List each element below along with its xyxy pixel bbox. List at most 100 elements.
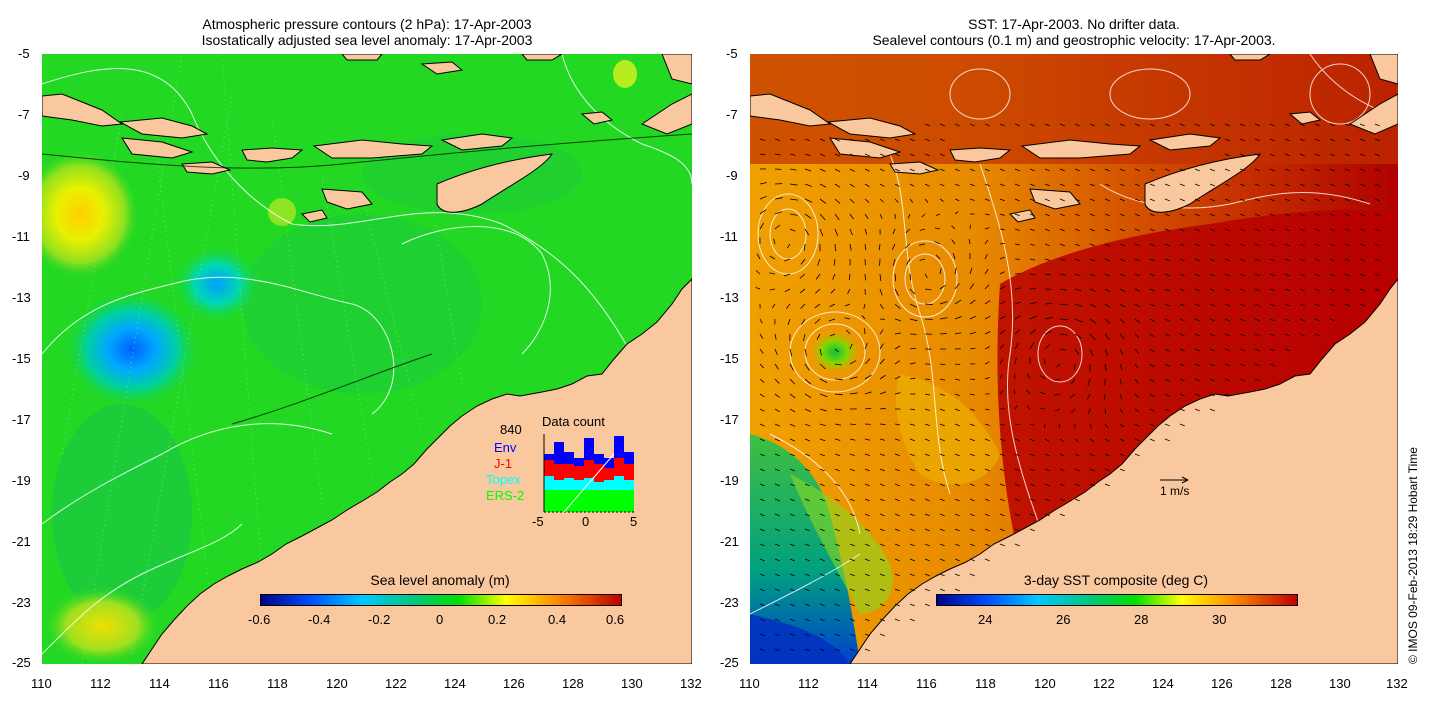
velocity-arrow	[774, 543, 780, 547]
velocity-arrow	[969, 558, 975, 562]
velocity-arrow	[879, 213, 883, 219]
velocity-arrow	[1104, 123, 1110, 127]
velocity-arrow	[1014, 357, 1017, 365]
velocity-arrow	[879, 407, 886, 410]
velocity-arrow	[1164, 318, 1170, 322]
velocity-arrow	[1329, 258, 1335, 262]
velocity-arrow	[759, 195, 767, 200]
velocity-arrow	[1239, 123, 1245, 127]
velocity-arrow	[894, 573, 900, 577]
velocity-arrow	[834, 438, 841, 441]
velocity-arrow	[1044, 498, 1050, 502]
velocity-arrow	[1254, 303, 1260, 307]
velocity-arrow	[909, 468, 915, 472]
velocity-arrow	[819, 198, 827, 204]
velocity-arrow	[829, 303, 836, 308]
velocity-arrow	[894, 198, 899, 203]
velocity-arrow	[909, 573, 915, 577]
data-count-bars: -5 0 5	[532, 434, 637, 529]
velocity-arrow	[1070, 378, 1076, 385]
velocity-arrow	[1014, 123, 1020, 127]
velocity-arrow	[1224, 258, 1230, 262]
velocity-arrow	[1209, 333, 1215, 337]
velocity-arrow	[909, 528, 915, 532]
velocity-arrow	[969, 315, 976, 320]
velocity-arrow	[804, 543, 810, 547]
y-tick: -13	[12, 290, 31, 305]
velocity-arrow	[819, 633, 825, 637]
velocity-arrow	[834, 543, 840, 547]
velocity-arrow	[789, 228, 796, 232]
velocity-arrow	[1044, 183, 1050, 187]
velocity-arrow	[1269, 288, 1275, 292]
x-tick: 120	[1034, 676, 1056, 691]
velocity-arrow	[834, 498, 840, 502]
velocity-arrow	[954, 198, 960, 202]
velocity-arrow	[1074, 318, 1083, 323]
velocity-arrow	[759, 318, 763, 324]
sst-land	[750, 54, 1398, 664]
velocity-arrow	[1209, 363, 1215, 367]
velocity-arrow	[1089, 288, 1096, 292]
velocity-arrow	[1299, 273, 1305, 277]
velocity-arrow	[969, 423, 975, 427]
velocity-arrow	[1074, 333, 1082, 339]
velocity-arrow	[759, 348, 764, 354]
velocity-arrow	[999, 498, 1005, 502]
velocity-arrow	[909, 347, 917, 350]
y-tick: -17	[12, 412, 31, 427]
velocity-arrow	[1044, 317, 1053, 320]
velocity-arrow	[984, 254, 988, 260]
velocity-arrow	[1374, 288, 1380, 292]
velocity-arrow	[984, 453, 990, 457]
velocity-arrow	[1269, 168, 1275, 172]
velocity-arrow	[789, 648, 795, 652]
velocity-arrow	[1149, 228, 1155, 232]
velocity-arrow	[1149, 198, 1155, 202]
legend-env: Env	[494, 440, 517, 455]
velocity-arrow	[878, 243, 881, 251]
velocity-arrow	[1284, 258, 1290, 262]
velocity-arrow	[774, 453, 780, 457]
velocity-arrow	[969, 378, 976, 380]
velocity-arrow	[939, 528, 945, 532]
velocity-arrow	[894, 483, 900, 487]
velocity-arrow	[1059, 288, 1067, 291]
velocity-arrow	[1239, 303, 1245, 307]
velocity-arrow	[909, 168, 915, 172]
velocity-arrow	[984, 269, 989, 275]
velocity-arrow	[1239, 168, 1245, 172]
velocity-arrow	[849, 483, 855, 487]
velocity-arrow	[935, 213, 941, 216]
velocity-arrow	[834, 348, 839, 353]
sst-cbar-tick: 24	[978, 612, 993, 627]
velocity-arrow	[879, 423, 886, 425]
velocity-arrow	[847, 288, 851, 295]
velocity-arrow	[759, 603, 765, 607]
velocity-arrow	[849, 183, 855, 188]
velocity-arrow	[1104, 348, 1109, 356]
velocity-arrow	[1314, 333, 1320, 337]
velocity-arrow	[774, 211, 783, 215]
velocity-arrow	[769, 288, 776, 291]
velocity-arrow	[1087, 408, 1091, 415]
velocity-arrow	[1014, 243, 1020, 246]
velocity-arrow	[1149, 333, 1155, 338]
velocity-arrow	[1179, 378, 1185, 382]
velocity-arrow	[1209, 213, 1215, 217]
velocity-arrow	[864, 528, 870, 532]
velocity-arrow	[834, 228, 839, 236]
velocity-arrow	[1014, 483, 1020, 487]
velocity-arrow	[939, 468, 945, 472]
velocity-arrow	[1194, 348, 1200, 352]
velocity-arrow	[909, 438, 915, 442]
velocity-arrow	[924, 603, 930, 607]
velocity-arrow	[1299, 153, 1305, 157]
velocity-arrow	[1344, 213, 1350, 217]
velocity-arrow	[1074, 483, 1080, 487]
velocity-arrow	[879, 498, 885, 502]
velocity-arrow	[834, 558, 840, 562]
velocity-arrow	[1209, 168, 1215, 172]
velocity-arrow	[789, 138, 796, 142]
velocity-arrow	[1044, 330, 1053, 335]
